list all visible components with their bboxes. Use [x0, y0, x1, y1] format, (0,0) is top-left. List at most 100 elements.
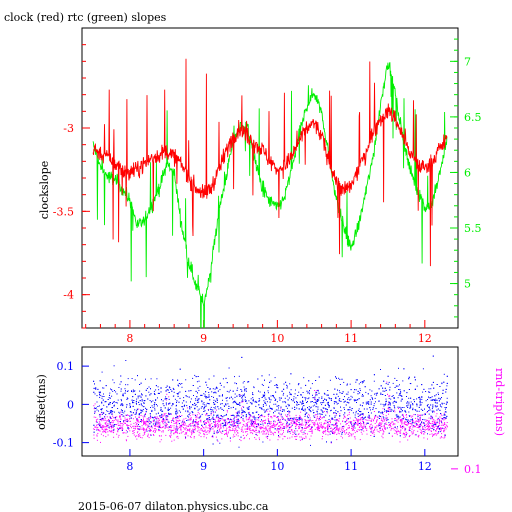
blue-scatter-point: [265, 403, 267, 404]
blue-scatter-point: [307, 417, 309, 419]
blue-scatter-point: [240, 395, 242, 397]
magenta-scatter-point: [227, 418, 229, 419]
blue-scatter-point: [172, 419, 174, 421]
blue-scatter-point: [435, 402, 437, 404]
blue-scatter-point: [286, 385, 288, 387]
magenta-scatter-point: [382, 428, 383, 430]
blue-scatter-point: [265, 398, 267, 400]
magenta-scatter-point: [104, 418, 106, 420]
blue-scatter-point: [114, 417, 116, 419]
blue-scatter-point: [268, 386, 270, 388]
blue-scatter-point: [178, 392, 180, 394]
magenta-scatter-point: [434, 421, 436, 423]
blue-scatter-point: [318, 399, 320, 401]
blue-scatter-point: [422, 409, 424, 411]
magenta-scatter-point: [154, 432, 156, 433]
magenta-scatter-point: [276, 429, 278, 431]
blue-scatter-point: [283, 410, 285, 412]
magenta-scatter-point: [390, 429, 392, 431]
magenta-scatter-point: [129, 420, 131, 422]
blue-scatter-point: [119, 427, 121, 429]
magenta-scatter-point: [117, 431, 119, 433]
blue-scatter-point: [347, 393, 349, 395]
blue-scatter-point: [192, 430, 194, 432]
magenta-scatter-point: [119, 424, 121, 426]
blue-scatter-point: [178, 423, 180, 425]
magenta-scatter-point: [440, 436, 442, 437]
magenta-scatter-point: [279, 436, 281, 438]
magenta-scatter-point: [325, 433, 327, 435]
magenta-scatter-point: [441, 437, 443, 439]
magenta-scatter-point: [107, 420, 109, 422]
blue-scatter-point: [414, 379, 416, 381]
magenta-scatter-point: [237, 430, 239, 432]
blue-scatter-point: [160, 387, 162, 389]
blue-scatter-point: [127, 427, 129, 429]
magenta-scatter-point: [136, 426, 138, 428]
magenta-scatter-point: [429, 426, 431, 428]
magenta-scatter-point: [276, 416, 278, 418]
blue-scatter-point: [203, 408, 205, 410]
magenta-scatter-point: [220, 427, 222, 429]
magenta-scatter-point: [127, 425, 129, 427]
blue-scatter-point: [336, 377, 337, 379]
blue-scatter-point: [321, 396, 323, 398]
magenta-scatter-point: [119, 428, 121, 430]
blue-scatter-point: [118, 411, 120, 413]
blue-scatter-point: [150, 421, 152, 423]
blue-scatter-point: [296, 403, 298, 405]
blue-scatter-point: [283, 383, 285, 385]
blue-scatter-point: [247, 408, 249, 410]
blue-scatter-point: [445, 411, 447, 413]
blue-scatter-point: [370, 412, 372, 414]
magenta-scatter-point: [264, 426, 266, 428]
magenta-scatter-point: [423, 429, 425, 431]
magenta-scatter-point: [353, 430, 355, 432]
magenta-scatter-point: [292, 420, 294, 422]
blue-scatter-point: [445, 408, 446, 410]
magenta-scatter-point: [215, 436, 217, 438]
blue-scatter-point: [136, 403, 137, 405]
magenta-scatter-point: [299, 439, 301, 441]
blue-scatter-point: [360, 381, 362, 383]
blue-scatter-point: [435, 424, 437, 426]
magenta-scatter-point: [441, 428, 442, 430]
blue-scatter-point: [341, 392, 343, 394]
blue-scatter-point: [244, 390, 246, 392]
blue-scatter-point: [177, 416, 178, 418]
blue-scatter-point: [445, 391, 447, 393]
magenta-scatter-point: [206, 431, 208, 433]
blue-scatter-point: [259, 399, 261, 401]
magenta-scatter-point: [315, 399, 316, 401]
blue-scatter-point: [145, 411, 147, 413]
magenta-scatter-point: [259, 426, 261, 428]
magenta-scatter-point: [346, 423, 348, 424]
magenta-scatter-point: [291, 420, 293, 422]
blue-scatter-point: [310, 444, 311, 446]
blue-scatter-point: [238, 422, 240, 424]
blue-scatter-point: [397, 426, 398, 428]
magenta-scatter-point: [150, 417, 152, 419]
blue-scatter-point: [191, 411, 193, 413]
magenta-scatter-point: [170, 429, 172, 431]
magenta-scatter-point: [178, 416, 180, 418]
magenta-scatter-point: [105, 432, 107, 434]
magenta-scatter-point: [365, 423, 367, 425]
magenta-scatter-point: [388, 424, 390, 426]
magenta-scatter-point: [360, 431, 362, 433]
magenta-scatter-point: [120, 414, 122, 416]
blue-scatter-point: [259, 407, 261, 409]
magenta-scatter-point: [412, 420, 414, 422]
magenta-scatter-point: [160, 427, 162, 429]
magenta-scatter-point: [180, 429, 182, 431]
blue-scatter-point: [274, 385, 276, 386]
magenta-scatter-point: [347, 427, 349, 429]
magenta-scatter-point: [193, 421, 195, 423]
magenta-scatter-point: [361, 433, 363, 435]
magenta-scatter-point: [435, 423, 437, 425]
magenta-scatter-point: [195, 416, 197, 418]
blue-scatter-point: [342, 391, 344, 393]
magenta-scatter-point: [435, 415, 437, 417]
magenta-scatter-point: [294, 417, 296, 419]
blue-scatter-point: [269, 405, 270, 407]
